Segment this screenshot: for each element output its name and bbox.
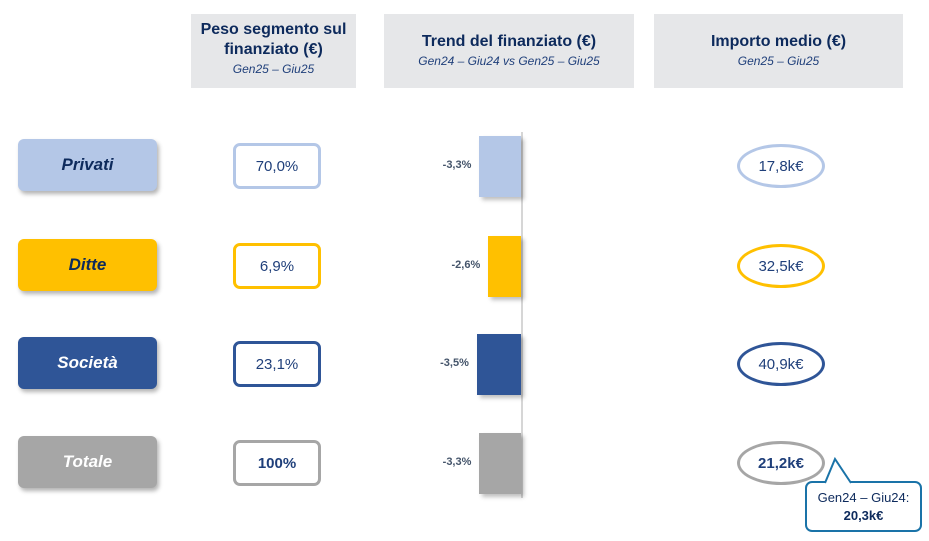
header-title: Peso segmento sul finanziato (€) bbox=[200, 21, 347, 58]
trend-axis bbox=[521, 132, 523, 498]
header-average: Importo medio (€) Gen25 – Giu25 bbox=[654, 14, 903, 88]
trend-bar-label: -3,3% bbox=[442, 159, 472, 171]
trend-bar-label: -3,3% bbox=[442, 456, 472, 468]
trend-bar-label: -2,6% bbox=[451, 259, 481, 271]
trend-bar bbox=[479, 433, 521, 494]
header-title: Trend del finanziato (€) bbox=[421, 33, 597, 50]
trend-bar bbox=[476, 334, 521, 395]
segment-label: Privati bbox=[18, 139, 157, 191]
segment-label: Totale bbox=[18, 436, 157, 488]
segment-average: 17,8k€ bbox=[737, 144, 825, 188]
segment-label: Società bbox=[18, 337, 157, 389]
segment-average: 21,2k€ bbox=[737, 441, 825, 485]
header-subtitle: Gen25 – Giu25 bbox=[232, 62, 315, 76]
callout-value: 20,3k€ bbox=[843, 508, 884, 523]
callout-period: Gen24 – Giu24: bbox=[817, 490, 910, 505]
segment-label: Ditte bbox=[18, 239, 157, 291]
previous-average-callout: Gen24 – Giu24: 20,3k€ bbox=[805, 457, 922, 532]
segment-average: 32,5k€ bbox=[737, 244, 825, 288]
segment-average: 40,9k€ bbox=[737, 342, 825, 386]
header-title: Importo medio (€) bbox=[710, 33, 847, 50]
trend-bar bbox=[479, 136, 521, 197]
header-subtitle: Gen24 – Giu24 vs Gen25 – Giu25 bbox=[418, 54, 600, 68]
header-share: Peso segmento sul finanziato (€) Gen25 –… bbox=[191, 14, 356, 88]
trend-bar bbox=[488, 236, 521, 297]
header-subtitle: Gen25 – Giu25 bbox=[737, 54, 820, 68]
segment-share: 70,0% bbox=[233, 143, 321, 189]
segment-share: 100% bbox=[233, 440, 321, 486]
segment-share: 23,1% bbox=[233, 341, 321, 387]
segment-share: 6,9% bbox=[233, 243, 321, 289]
trend-bar-label: -3,5% bbox=[440, 357, 469, 369]
callout-pointer bbox=[824, 457, 852, 484]
header-trend: Trend del finanziato (€) Gen24 – Giu24 v… bbox=[384, 14, 634, 88]
